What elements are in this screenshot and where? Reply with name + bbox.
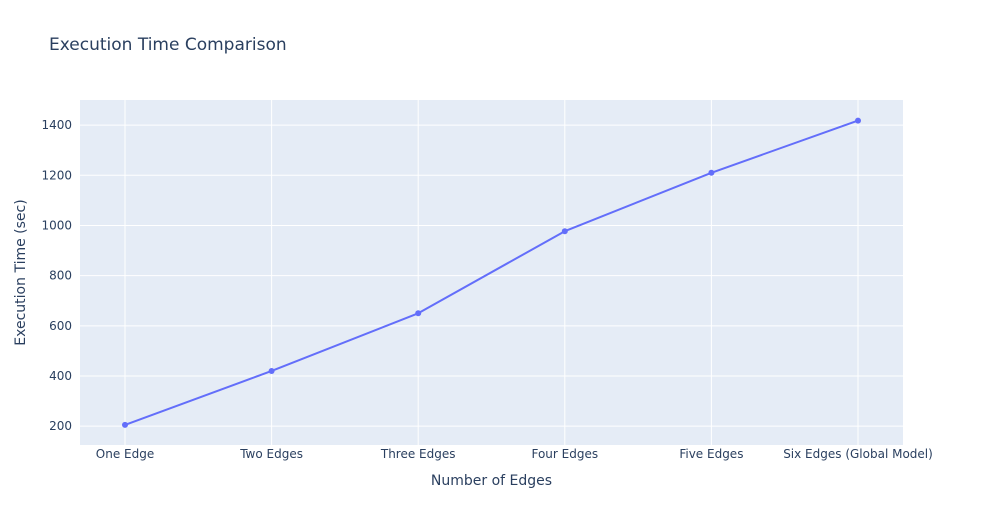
x-tick-label: Six Edges (Global Model) [783,447,933,461]
x-tick-label: Two Edges [239,447,303,461]
y-tick-label: 800 [49,269,72,283]
y-tick-label: 1400 [41,118,72,132]
x-tick-label: Three Edges [380,447,456,461]
x-tick-label: One Edge [96,447,154,461]
y-tick-label: 1000 [41,218,72,232]
data-point[interactable] [855,117,861,124]
chart-title: Execution Time Comparison [49,35,287,55]
data-point[interactable] [708,169,715,176]
x-tick-label: Five Edges [679,447,743,461]
series-layer [122,117,861,428]
y-tick-label: 600 [49,319,72,333]
y-tick-label: 200 [49,419,72,433]
data-point[interactable] [415,310,422,317]
y-tick-label: 1200 [41,168,72,182]
grid-layer [80,100,903,445]
y-tick-label: 400 [49,369,72,383]
x-tick-labels: One Edge Two Edges Three Edges Four Edges Fi… [96,447,933,461]
x-tick-label: Four Edges [531,447,598,461]
data-point[interactable] [268,367,275,374]
data-point[interactable] [561,228,568,235]
x-axis-title: Number of Edges [431,473,552,489]
y-tick-labels: 200 400 600 800 1000 1200 1400 [41,118,72,433]
data-point[interactable] [122,421,128,428]
y-axis-title: Execution Time (sec) [13,199,29,345]
series-line [124,119,859,426]
